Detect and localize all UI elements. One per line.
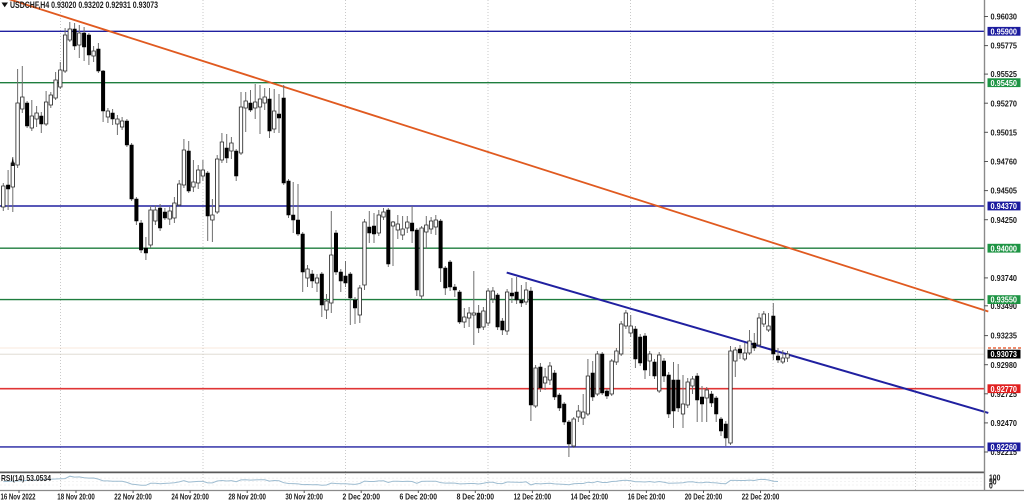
svg-text:6 Dec 20:00: 6 Dec 20:00: [400, 492, 438, 501]
svg-text:USDCHF,H4 0.93020 0.93202 0.9: USDCHF,H4 0.93020 0.93202 0.92931 0.9307…: [10, 0, 158, 10]
svg-text:50: 50: [989, 477, 997, 487]
svg-text:0.92260: 0.92260: [991, 442, 1018, 452]
svg-text:22 Nov 20:00: 22 Nov 20:00: [114, 492, 152, 501]
svg-text:0.92980: 0.92980: [991, 360, 1018, 370]
svg-text:0.92725: 0.92725: [991, 389, 1018, 399]
svg-text:30 Nov 20:00: 30 Nov 20:00: [285, 492, 323, 501]
svg-text:22 Dec 20:00: 22 Dec 20:00: [742, 492, 780, 501]
svg-text:14 Dec 20:00: 14 Dec 20:00: [571, 492, 609, 501]
svg-text:RSI(14) 53.0534: RSI(14) 53.0534: [1, 473, 51, 483]
svg-text:0.93073: 0.93073: [991, 349, 1018, 359]
svg-text:0: 0: [989, 481, 993, 491]
svg-text:0.95450: 0.95450: [991, 78, 1018, 88]
svg-text:0.95900: 0.95900: [991, 26, 1018, 36]
svg-text:8 Dec 20:00: 8 Dec 20:00: [457, 492, 495, 501]
svg-text:16 Nov 2022: 16 Nov 2022: [1, 492, 36, 501]
svg-text:0.94370: 0.94370: [991, 201, 1018, 211]
svg-text:28 Nov 20:00: 28 Nov 20:00: [228, 492, 266, 501]
svg-text:0.94250: 0.94250: [991, 215, 1018, 225]
svg-text:0.95775: 0.95775: [991, 41, 1018, 51]
svg-text:0.92770: 0.92770: [991, 384, 1018, 394]
svg-text:0.93740: 0.93740: [991, 273, 1018, 283]
svg-text:0.94760: 0.94760: [991, 157, 1018, 167]
svg-text:100: 100: [989, 472, 1001, 482]
svg-text:0.93490: 0.93490: [991, 301, 1018, 311]
svg-text:0.92470: 0.92470: [991, 418, 1018, 428]
svg-text:16 Dec 20:00: 16 Dec 20:00: [628, 492, 666, 501]
svg-text:12 Dec 20:00: 12 Dec 20:00: [514, 492, 552, 501]
svg-text:0.94505: 0.94505: [991, 186, 1018, 196]
svg-text:0.95525: 0.95525: [991, 69, 1018, 79]
svg-text:0.94000: 0.94000: [991, 243, 1018, 253]
svg-text:0.93550: 0.93550: [991, 295, 1018, 305]
svg-text:18 Nov 20:00: 18 Nov 20:00: [57, 492, 95, 501]
svg-text:0.95270: 0.95270: [991, 98, 1018, 108]
svg-text:0.96030: 0.96030: [991, 12, 1018, 22]
svg-text:24 Nov 20:00: 24 Nov 20:00: [171, 492, 209, 501]
svg-text:0.95015: 0.95015: [991, 127, 1018, 137]
svg-text:0.92215: 0.92215: [991, 447, 1018, 457]
svg-text:2 Dec 20:00: 2 Dec 20:00: [343, 492, 381, 501]
svg-text:20 Dec 20:00: 20 Dec 20:00: [685, 492, 723, 501]
svg-text:0.93235: 0.93235: [991, 331, 1018, 341]
